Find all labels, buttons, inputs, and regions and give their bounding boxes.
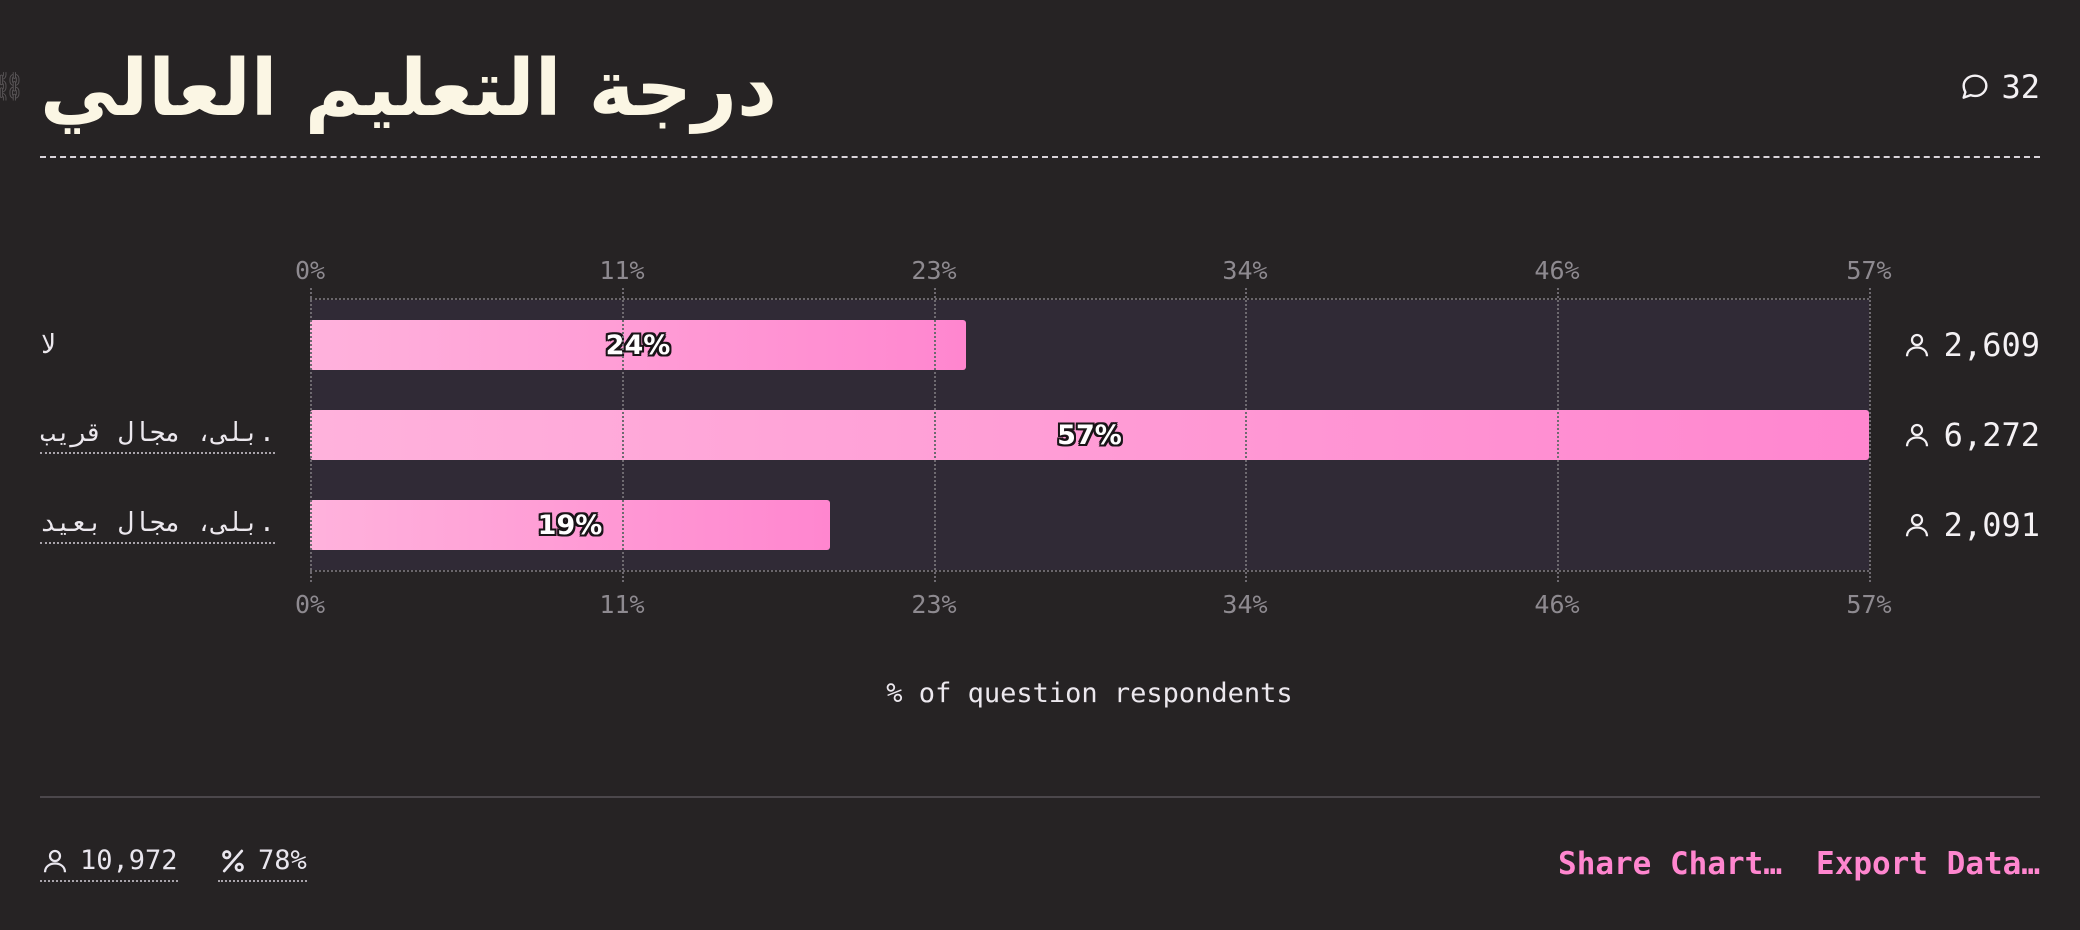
response-rate-stat[interactable]: 78% [218, 845, 307, 882]
x-axis-label: % of question respondents [886, 678, 1293, 709]
page-title: درجة التعليم العالي [40, 44, 778, 134]
gridline [1869, 288, 1871, 582]
gridline [1557, 288, 1559, 582]
percent-icon [222, 849, 244, 872]
tick-label-bottom: 46% [1534, 590, 1580, 619]
response-rate: 78% [258, 845, 307, 876]
category-label[interactable]: بلى، مجال بعيد. [40, 508, 275, 544]
bar-value-label: 57% [1057, 419, 1122, 451]
row-count: 2,609 [1902, 326, 2040, 364]
tick-label-bottom: 11% [599, 590, 645, 619]
tick-label-bottom: 0% [294, 590, 326, 619]
respondents-stat[interactable]: 10,972 [40, 845, 178, 882]
person-icon [1905, 513, 1928, 537]
bar-value-label: 24% [605, 329, 671, 361]
bottom-axis: 0% 11% 23% 34% 46% 57% [0, 590, 2080, 630]
top-axis: 0% 11% 23% 34% 46% 57% [0, 256, 2080, 296]
tick-label-top: 57% [1846, 256, 1892, 285]
header-divider [40, 156, 2040, 158]
tick-label-top: 34% [1222, 256, 1268, 285]
person-icon [1905, 333, 1928, 357]
speech-bubble-icon [1962, 74, 1989, 99]
gridline [622, 288, 624, 582]
comments-button[interactable]: 32 [1959, 68, 2040, 106]
category-label[interactable]: بلى، مجال قريب. [40, 418, 275, 454]
person-icon [1905, 423, 1928, 447]
link-icon[interactable]: ⛓ [0, 70, 26, 103]
tick-label-top: 0% [294, 256, 326, 285]
tick-label-bottom: 23% [911, 590, 957, 619]
bar[interactable]: 24% [310, 320, 966, 370]
category-label: لا [40, 330, 56, 360]
plot-area [310, 298, 1869, 572]
gridline [1245, 288, 1247, 582]
comment-count: 32 [2001, 68, 2040, 106]
row-count: 6,272 [1902, 416, 2040, 454]
row-count-value: 6,272 [1943, 416, 2040, 454]
person-icon [43, 849, 67, 872]
gridline [310, 288, 312, 582]
tick-label-top: 23% [911, 256, 957, 285]
bar-value-label: 19% [537, 509, 603, 541]
footer-divider [40, 796, 2040, 798]
tick-label-top: 46% [1534, 256, 1580, 285]
tick-label-bottom: 34% [1222, 590, 1268, 619]
gridline [934, 288, 936, 582]
export-data-button[interactable]: Export Data… [1816, 846, 2040, 882]
row-count-value: 2,609 [1943, 326, 2040, 364]
share-chart-button[interactable]: Share Chart… [1558, 846, 1782, 882]
row-count-value: 2,091 [1943, 506, 2040, 544]
tick-label-top: 11% [599, 256, 645, 285]
tick-label-bottom: 57% [1846, 590, 1892, 619]
bar[interactable]: 19% [310, 500, 830, 550]
bar[interactable]: 57% [310, 410, 1869, 460]
respondents-count: 10,972 [80, 845, 178, 876]
row-count: 2,091 [1902, 506, 2040, 544]
